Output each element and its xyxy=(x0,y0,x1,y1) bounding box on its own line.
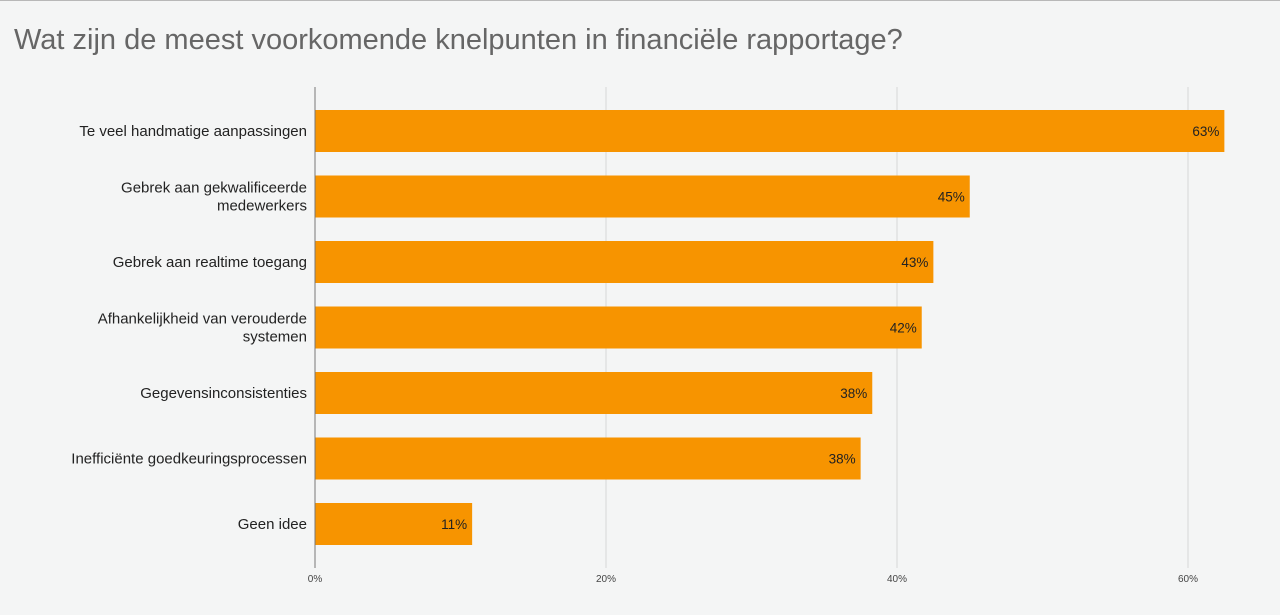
category-label: Afhankelijkheid van verouderde systemen xyxy=(98,311,307,346)
chart-title: Wat zijn de meest voorkomende knelpunten… xyxy=(14,24,903,56)
bar xyxy=(315,306,922,349)
category-label: Gebrek aan gekwalificeerde medewerkers xyxy=(121,180,307,215)
bar xyxy=(315,110,1225,152)
bar xyxy=(315,372,873,414)
data-label: 63% xyxy=(1192,124,1219,139)
bar xyxy=(315,241,934,283)
data-label: 42% xyxy=(890,321,917,336)
data-label: 11% xyxy=(441,517,467,532)
data-label: 38% xyxy=(829,452,856,467)
x-tick-label: 0% xyxy=(308,574,323,585)
bar xyxy=(315,437,861,480)
category-label: Te veel handmatige aanpassingen xyxy=(79,123,307,140)
data-label: 45% xyxy=(938,190,965,205)
category-label: Gebrek aan realtime toegang xyxy=(113,254,307,271)
x-tick-label: 60% xyxy=(1178,574,1198,585)
top-border xyxy=(0,0,1280,1)
bar xyxy=(315,175,970,218)
category-label: Geen idee xyxy=(238,516,307,533)
category-label: Inefficiënte goedkeuringsprocessen xyxy=(71,451,307,468)
data-label: 38% xyxy=(840,386,867,401)
category-label: Gegevensinconsistenties xyxy=(140,385,307,402)
x-tick-label: 20% xyxy=(596,574,616,585)
x-tick-label: 40% xyxy=(887,574,907,585)
bar xyxy=(315,503,473,545)
data-label: 43% xyxy=(901,255,928,270)
